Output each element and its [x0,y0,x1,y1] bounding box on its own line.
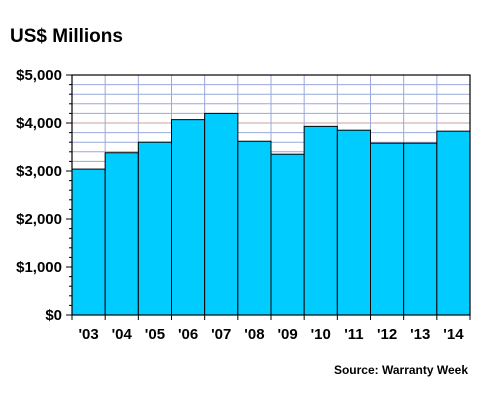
bar-08 [237,140,272,316]
x-tick-label: '04 [112,326,133,343]
x-tick-label: '08 [244,326,264,343]
bar-03 [71,168,106,316]
bar-05 [137,141,172,316]
y-tick-label: $1,000 [16,259,62,276]
bar-14 [436,130,471,316]
bar-04 [104,152,139,316]
x-tick-label: '11 [344,326,363,343]
axes [66,74,471,320]
x-tick-label: '14 [443,326,464,343]
x-tick-label: '05 [145,326,165,343]
y-tick-label: $0 [45,307,62,324]
x-tick-label: '03 [78,326,98,343]
bar-11 [336,129,372,316]
x-tick-label: '12 [377,326,397,343]
chart-title: US$ Millions [10,26,123,47]
y-tick-label: $5,000 [16,67,62,84]
bar-06 [171,119,206,316]
x-tick-label: '09 [277,326,297,343]
y-tick-label: $3,000 [16,163,62,180]
source-note: Source: Warranty Week [334,363,468,377]
x-tick-label: '13 [410,326,430,343]
y-tick-label: $4,000 [16,115,62,132]
bar-12 [370,142,405,316]
x-tick-label: '07 [211,326,231,343]
x-tick-label: '10 [311,326,331,343]
y-tick-label: $2,000 [16,211,62,228]
x-tick-labels: '03 '04 '05 '06 '07 '08 '09 '10 '11 '12 '13 '14 [78,326,464,343]
bar-07 [204,112,239,316]
bar-13 [403,142,438,316]
bar-09 [270,153,305,316]
bars [71,112,471,316]
y-tick-labels: $0 $1,000 $2,000 $3,000 $4,000 $5,000 [16,67,62,324]
bar-10 [303,125,338,316]
x-tick-label: '06 [178,326,198,343]
